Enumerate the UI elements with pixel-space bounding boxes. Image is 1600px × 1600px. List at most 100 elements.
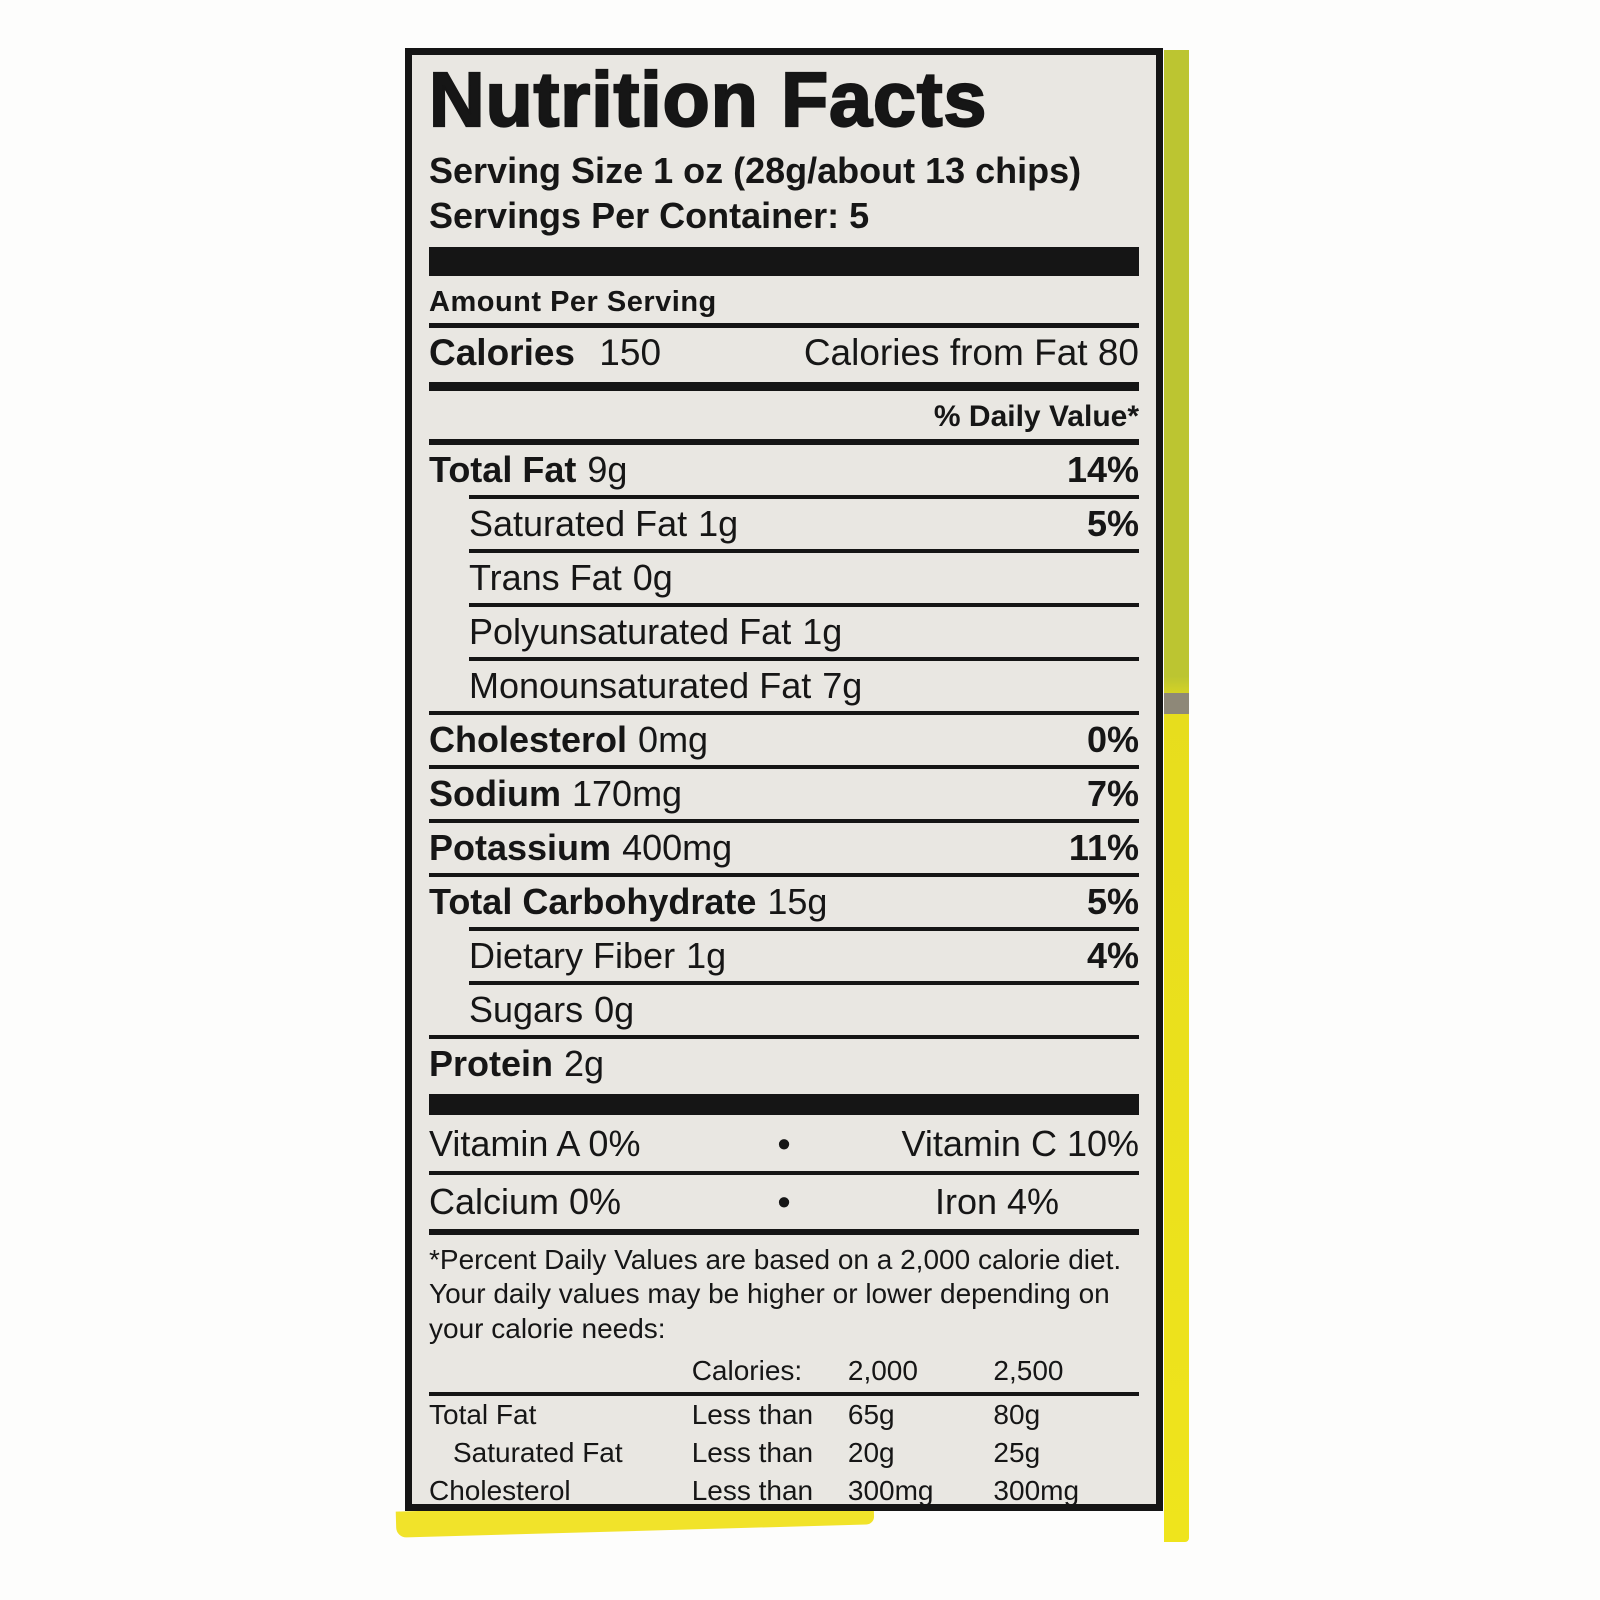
nutrient-dv: 0% bbox=[1086, 719, 1139, 761]
table-cell-qualifier: Less than bbox=[691, 1399, 814, 1431]
nutrient-row: Saturated Fat 1g 5% bbox=[429, 499, 1139, 549]
nutrient-name: Cholesterol bbox=[429, 719, 628, 761]
nutrient-name: Sodium bbox=[429, 773, 561, 815]
divider bbox=[469, 927, 1139, 932]
calories-from-fat: Calories from Fat 80 bbox=[803, 332, 1139, 374]
calories-row: Calories 150 Calories from Fat 80 bbox=[429, 328, 1139, 380]
canister-edge-notch bbox=[1164, 693, 1189, 714]
daily-value-header: % Daily Value* bbox=[933, 400, 1139, 434]
nutrient-dv: 14% bbox=[1066, 449, 1139, 491]
divider bbox=[469, 603, 1139, 608]
servings-per-container: Servings Per Container: 5 bbox=[429, 194, 870, 236]
divider bbox=[469, 657, 1139, 662]
nutrient-name: Total Carbohydrate bbox=[429, 881, 757, 923]
nutrient-dv: 5% bbox=[1086, 881, 1139, 923]
vitamin-right: Vitamin C 10% bbox=[901, 1123, 1139, 1165]
calories-value: 150 bbox=[599, 332, 662, 374]
table-cell-2000: 20g bbox=[847, 1436, 895, 1468]
nutrient-name: Total Fat bbox=[429, 449, 577, 491]
nutrient-row: Sodium 170mg 7% bbox=[429, 769, 1139, 819]
table-cell-name: Saturated Fat bbox=[453, 1436, 623, 1468]
divider bbox=[429, 323, 1139, 329]
nutrient-name: Saturated Fat bbox=[469, 503, 688, 545]
nutrient-row: Total Carbohydrate 15g 5% bbox=[429, 877, 1139, 927]
label-title: Nutrition Facts bbox=[428, 57, 988, 143]
nutrient-amount: 1g bbox=[802, 611, 843, 653]
divider bbox=[429, 1392, 1139, 1397]
nutrient-amount: 0mg bbox=[638, 719, 709, 761]
table-cell-2500: 25g bbox=[993, 1436, 1041, 1468]
nutrient-amount: 0g bbox=[632, 557, 673, 599]
calories-label: Calories bbox=[429, 332, 576, 374]
vitamin-right: Iron 4% bbox=[934, 1181, 1060, 1223]
divider bbox=[429, 439, 1139, 446]
daily-value-footnote: *Percent Daily Values are based on a 2,0… bbox=[429, 1244, 1122, 1344]
divider bbox=[469, 495, 1139, 500]
table-header-2500: 2,500 bbox=[993, 1354, 1064, 1386]
table-cell-2500: 80g bbox=[993, 1399, 1041, 1431]
nutrient-amount: 9g bbox=[587, 449, 628, 491]
divider-medium bbox=[429, 382, 1139, 392]
divider-thick bbox=[429, 1094, 1139, 1116]
nutrient-name: Sugars bbox=[469, 989, 584, 1031]
amount-per-serving-heading: Amount Per Serving bbox=[429, 286, 717, 319]
table-cell-2000: 65g bbox=[847, 1399, 895, 1431]
table-cell-2500: 300mg bbox=[993, 1474, 1080, 1506]
table-header-spacer bbox=[429, 1354, 692, 1388]
nutrient-name: Monounsaturated Fat bbox=[469, 665, 812, 707]
nutrient-amount: 2g bbox=[564, 1043, 605, 1085]
nutrient-row: Protein 2g bbox=[429, 1039, 1139, 1089]
table-cell-qualifier: Less than bbox=[691, 1474, 814, 1506]
nutrient-row: Total Fat 9g 14% bbox=[429, 445, 1139, 495]
divider bbox=[429, 1171, 1139, 1176]
nutrient-amount: 15g bbox=[767, 881, 828, 923]
nutrient-dv: 11% bbox=[1068, 827, 1139, 869]
nutrition-facts-label: Nutrition Facts Serving Size 1 oz (28g/a… bbox=[405, 48, 1163, 1511]
nutrient-row: Polyunsaturated Fat 1g bbox=[429, 607, 1139, 657]
divider bbox=[469, 981, 1139, 986]
nutrient-name: Protein bbox=[429, 1043, 554, 1085]
divider bbox=[429, 1229, 1139, 1236]
nutrient-amount: 1g bbox=[686, 935, 727, 977]
divider bbox=[429, 873, 1139, 878]
table-header-row: Calories: 2,000 2,500 bbox=[429, 1352, 1139, 1393]
nutrient-dv: 7% bbox=[1086, 773, 1139, 815]
table-cell-2000: 300mg bbox=[847, 1474, 934, 1506]
nutrient-dv: 4% bbox=[1086, 935, 1139, 977]
nutrient-row: Monounsaturated Fat 7g bbox=[429, 661, 1139, 711]
nutrient-amount: 7g bbox=[822, 665, 863, 707]
nutrient-amount: 400mg bbox=[622, 827, 733, 869]
nutrient-name: Potassium bbox=[429, 827, 612, 869]
vitamin-left: Vitamin A 0% bbox=[429, 1123, 641, 1165]
bullet-separator: • bbox=[777, 1123, 791, 1165]
vitamin-row: Vitamin A 0% • Vitamin C 10% bbox=[429, 1117, 1139, 1171]
nutrient-amount: 1g bbox=[698, 503, 739, 545]
nutrient-name: Trans Fat bbox=[469, 557, 622, 599]
nutrient-amount: 170mg bbox=[572, 773, 683, 815]
divider bbox=[429, 1035, 1139, 1040]
divider-thick bbox=[429, 247, 1139, 277]
nutrient-name: Polyunsaturated Fat bbox=[469, 611, 792, 653]
nutrient-row: Sugars 0g bbox=[429, 985, 1139, 1035]
table-row: Saturated Fat Less than 20g 25g bbox=[429, 1434, 1139, 1472]
calories-group: Calories 150 bbox=[429, 332, 661, 374]
nutrient-name: Dietary Fiber bbox=[469, 935, 676, 977]
bullet-separator: • bbox=[777, 1181, 791, 1223]
nutrient-dv: 5% bbox=[1086, 503, 1139, 545]
table-cell-name: Cholesterol bbox=[429, 1474, 571, 1506]
divider bbox=[429, 711, 1139, 716]
divider bbox=[429, 819, 1139, 824]
nutrient-row: Dietary Fiber 1g 4% bbox=[429, 931, 1139, 981]
table-cell-qualifier: Less than bbox=[691, 1436, 814, 1468]
table-row: Total Fat Less than 65g 80g bbox=[429, 1396, 1139, 1434]
table-row: Cholesterol Less than 300mg 300mg bbox=[429, 1472, 1139, 1506]
daily-value-table: Calories: 2,000 2,500 Total Fat Less tha… bbox=[429, 1352, 1139, 1506]
table-header-calories: Calories: bbox=[691, 1354, 803, 1386]
nutrient-row: Potassium 400mg 11% bbox=[429, 823, 1139, 873]
nutrient-row: Cholesterol 0mg 0% bbox=[429, 715, 1139, 765]
table-cell-name: Total Fat bbox=[429, 1399, 537, 1431]
serving-size: Serving Size 1 oz (28g/about 13 chips) bbox=[429, 149, 1082, 191]
vitamin-row: Calcium 0% • Iron 4% bbox=[429, 1175, 1139, 1229]
nutrient-row: Trans Fat 0g bbox=[429, 553, 1139, 603]
